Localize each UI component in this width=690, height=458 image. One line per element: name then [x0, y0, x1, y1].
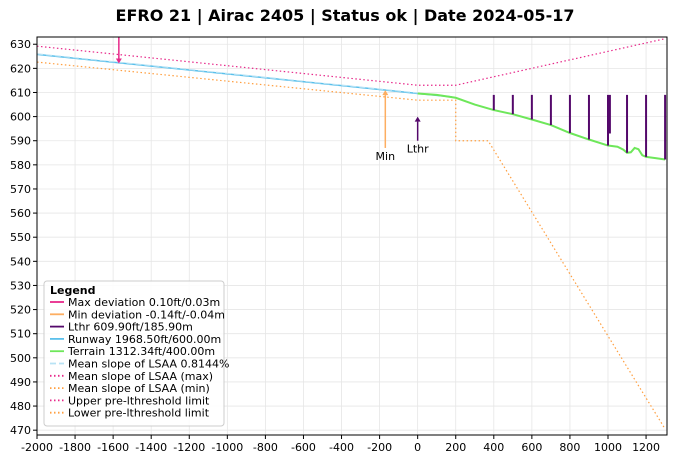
y-tick-label-7: 540 — [10, 255, 31, 268]
y-tick-label-8: 550 — [10, 231, 31, 244]
lthr-obstacle-bars — [492, 94, 667, 160]
annotation-label-1: Lthr — [407, 143, 429, 156]
annotation-arrowhead-1 — [414, 116, 421, 122]
x-tick-label-16: 1200 — [632, 441, 660, 454]
legend-entry-1: Min deviation -0.14ft/-0.04m — [68, 308, 225, 321]
y-tick-label-6: 530 — [10, 279, 31, 292]
x-tick-label-11: 200 — [445, 441, 466, 454]
legend-entry-5: Mean slope of LSAA 0.8144% — [68, 358, 229, 371]
y-tick-label-2: 490 — [10, 376, 31, 389]
x-tick-label-0: -2000 — [21, 441, 53, 454]
y-tick-label-10: 570 — [10, 183, 31, 196]
x-tick-label-15: 1000 — [594, 441, 622, 454]
annotations: Min Lthr — [115, 37, 429, 163]
legend-entry-7: Mean slope of LSAA (min) — [68, 382, 210, 395]
y-tick-label-1: 480 — [10, 400, 31, 413]
x-tick-label-2: -1600 — [97, 441, 129, 454]
x-tick-label-3: -1400 — [135, 441, 167, 454]
y-tick-label-15: 620 — [10, 62, 31, 75]
annotation-arrowhead-0 — [382, 90, 389, 96]
y-tick-label-16: 630 — [10, 38, 31, 51]
y-tick-label-3: 500 — [10, 352, 31, 365]
y-tick-label-13: 600 — [10, 111, 31, 124]
legend-title: Legend — [50, 284, 96, 297]
x-tick-label-6: -800 — [253, 441, 278, 454]
y-tick-label-14: 610 — [10, 86, 31, 99]
legend-entry-3: Runway 1968.50ft/600.00m — [68, 333, 221, 346]
y-axis: 470 480 490 500 510 520 530 540 550 560 570 580 590 6… — [10, 38, 37, 437]
series-lower_limit — [36, 61, 666, 430]
x-tick-label-5: -1000 — [211, 441, 243, 454]
legend-entry-2: Lthr 609.90ft/185.90m — [68, 321, 193, 334]
x-tick-label-12: 400 — [483, 441, 504, 454]
x-tick-label-9: -200 — [367, 441, 392, 454]
y-tick-label-4: 510 — [10, 328, 31, 341]
legend-entry-9: Lower pre-lthreshold limit — [68, 407, 210, 420]
legend-entry-6: Mean slope of LSAA (max) — [68, 370, 213, 383]
plot-frame — [36, 36, 668, 436]
x-axis: -2000 -1800 -1600 -1400 -1200 -1000 -800 -600 -4… — [21, 435, 660, 454]
legend-entry-8: Upper pre-lthreshold limit — [68, 394, 210, 407]
chart-title: EFRO 21 | Airac 2405 | Status ok | Date … — [116, 6, 575, 26]
grid — [36, 37, 667, 435]
x-tick-label-1: -1800 — [59, 441, 91, 454]
legend-entry-0: Max deviation 0.10ft/0.03m — [68, 296, 220, 309]
y-tick-label-9: 560 — [10, 207, 31, 220]
max-deviation-arrowhead — [115, 58, 122, 64]
x-tick-label-8: -400 — [329, 441, 354, 454]
legend-box — [43, 280, 225, 427]
x-tick-label-7: -600 — [291, 441, 316, 454]
x-tick-label-10: 0 — [414, 441, 421, 454]
annotation-label-0: Min — [376, 150, 396, 163]
x-tick-label-4: -1200 — [173, 441, 205, 454]
x-tick-label-14: 800 — [559, 441, 580, 454]
x-tick-label-13: 600 — [521, 441, 542, 454]
series-mean_slope — [36, 53, 418, 94]
series-upper_limit — [36, 38, 666, 86]
legend-entry-4: Terrain 1312.34ft/400.00m — [67, 345, 215, 358]
y-tick-label-12: 590 — [10, 135, 31, 148]
y-tick-label-0: 470 — [10, 424, 31, 437]
y-tick-label-5: 520 — [10, 304, 31, 317]
y-tick-label-11: 580 — [10, 159, 31, 172]
